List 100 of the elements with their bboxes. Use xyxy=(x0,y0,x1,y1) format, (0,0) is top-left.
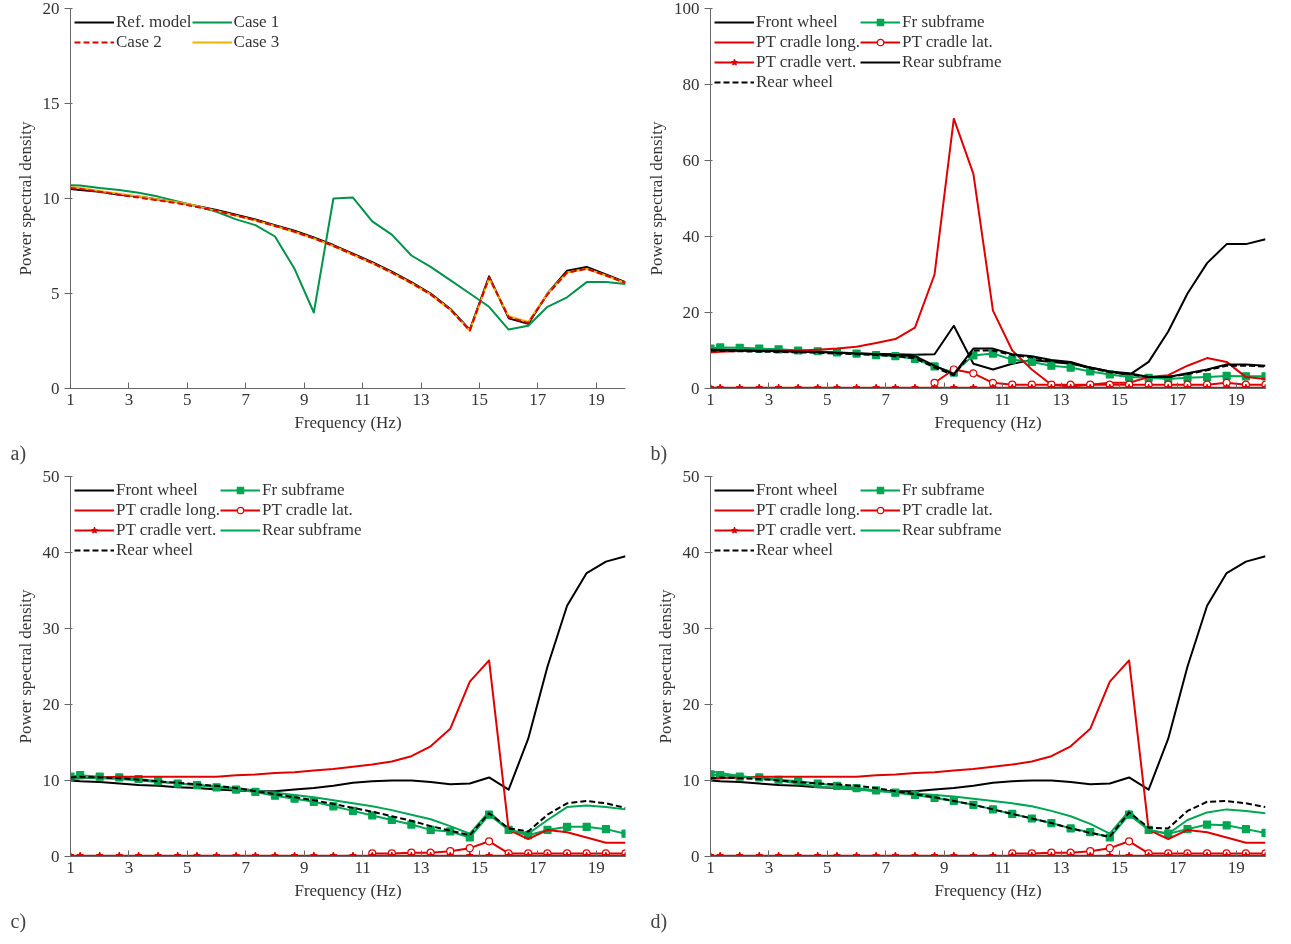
legend-label: PT cradle lat. xyxy=(902,32,993,52)
x-tick-label: 1 xyxy=(706,857,715,877)
legend-label: PT cradle vert. xyxy=(756,520,857,540)
x-tick-label: 13 xyxy=(1052,857,1070,877)
legend-label: PT cradle long. xyxy=(116,500,221,520)
text: c) xyxy=(10,909,27,933)
x-tick-label: 13 xyxy=(412,389,430,409)
x-tick-label: 9 xyxy=(299,389,309,409)
y-tick-label: 40 xyxy=(682,543,700,562)
x-axis-title: Frequency (Hz) xyxy=(934,412,1042,432)
x-tick-label: 7 xyxy=(881,857,891,877)
x-tick-label: 19 xyxy=(1227,389,1245,409)
x-tick-label: 15 xyxy=(1110,857,1128,877)
x-tick-label: 5 xyxy=(183,389,192,409)
x-tick-label: 17 xyxy=(529,857,547,877)
text: d) xyxy=(650,909,668,933)
y-tick-label: 10 xyxy=(42,189,60,208)
text: b) xyxy=(650,441,668,465)
legend-label: Rear wheel xyxy=(116,540,193,560)
y-tick-label: 5 xyxy=(51,284,60,303)
x-tick-label: 15 xyxy=(1110,389,1128,409)
x-tick-label: 11 xyxy=(354,857,371,877)
legend-label: Rear subframe xyxy=(902,52,1002,72)
y-axis-title: Power spectral density xyxy=(15,589,35,744)
x-tick-label: 19 xyxy=(587,857,605,877)
y-tick-label: 80 xyxy=(682,75,700,94)
x-tick-label: 7 xyxy=(881,389,891,409)
x-tick-label: 3 xyxy=(124,389,134,409)
x-tick-label: 17 xyxy=(1169,857,1187,877)
legend-label: PT cradle lat. xyxy=(262,500,353,520)
x-tick-label: 7 xyxy=(241,389,251,409)
x-tick-label: 3 xyxy=(124,857,134,877)
x-tick-label: 7 xyxy=(241,857,251,877)
legend-label: Ref. model xyxy=(116,12,192,32)
y-axis-title: Power spectral density xyxy=(15,121,35,276)
y-tick-label: 15 xyxy=(42,94,60,113)
x-tick-label: 3 xyxy=(764,389,774,409)
y-tick-label: 20 xyxy=(682,695,700,714)
x-axis-title: Frequency (Hz) xyxy=(294,880,402,900)
x-tick-label: 11 xyxy=(994,389,1011,409)
y-axis-title: Power spectral density xyxy=(647,121,666,276)
y-tick-label: 50 xyxy=(42,467,60,486)
legend-label: Fr subframe xyxy=(902,480,985,500)
x-tick-label: 1 xyxy=(66,389,75,409)
x-tick-label: 9 xyxy=(939,389,949,409)
y-tick-label: 50 xyxy=(682,467,700,486)
x-tick-label: 13 xyxy=(412,857,430,877)
text: a) xyxy=(10,441,27,465)
x-tick-label: 17 xyxy=(1169,389,1187,409)
x-tick-label: 1 xyxy=(66,857,75,877)
x-tick-label: 3 xyxy=(764,857,774,877)
legend-label: Case 3 xyxy=(233,32,280,52)
x-tick-label: 11 xyxy=(354,389,371,409)
x-tick-label: 5 xyxy=(823,857,832,877)
y-tick-label: 40 xyxy=(42,543,60,562)
y-tick-label: 0 xyxy=(51,379,60,398)
legend-label: Rear wheel xyxy=(756,540,833,560)
x-tick-label: 19 xyxy=(1227,857,1245,877)
y-tick-label: 20 xyxy=(682,303,700,322)
legend-label: Rear wheel xyxy=(756,72,833,92)
legend-label: Rear subframe xyxy=(262,520,362,540)
y-tick-label: 20 xyxy=(42,695,60,714)
x-tick-label: 5 xyxy=(823,389,832,409)
y-tick-label: 10 xyxy=(42,771,60,790)
legend-label: Case 1 xyxy=(233,12,280,32)
legend-label: Fr subframe xyxy=(902,12,985,32)
x-tick-label: 9 xyxy=(939,857,949,877)
legend-label: PT cradle vert. xyxy=(756,52,857,72)
y-tick-label: 0 xyxy=(51,847,60,866)
y-tick-label: 10 xyxy=(682,771,700,790)
y-tick-label: 100 xyxy=(674,0,700,18)
y-axis-title: Power spectral density xyxy=(655,589,675,744)
y-tick-label: 20 xyxy=(42,0,60,18)
legend-label: Front wheel xyxy=(116,480,198,500)
legend-label: Rear subframe xyxy=(902,520,1002,540)
x-axis-title: Frequency (Hz) xyxy=(294,412,402,432)
legend-label: Case 2 xyxy=(116,32,162,52)
y-tick-label: 0 xyxy=(691,847,700,866)
legend-label: Front wheel xyxy=(756,480,838,500)
x-tick-label: 9 xyxy=(299,857,309,877)
legend-label: PT cradle vert. xyxy=(116,520,217,540)
y-tick-label: 30 xyxy=(42,619,60,638)
x-tick-label: 15 xyxy=(470,389,488,409)
x-tick-label: 15 xyxy=(470,857,488,877)
legend-label: PT cradle long. xyxy=(756,500,861,520)
y-tick-label: 40 xyxy=(682,227,700,246)
y-tick-label: 30 xyxy=(682,619,700,638)
legend-label: PT cradle lat. xyxy=(902,500,993,520)
x-tick-label: 1 xyxy=(706,389,715,409)
y-tick-label: 0 xyxy=(691,379,700,398)
x-axis-title: Frequency (Hz) xyxy=(934,880,1042,900)
x-tick-label: 19 xyxy=(587,389,605,409)
x-tick-label: 11 xyxy=(994,857,1011,877)
y-tick-label: 60 xyxy=(682,151,700,170)
x-tick-label: 17 xyxy=(529,389,547,409)
x-tick-label: 13 xyxy=(1052,389,1070,409)
x-tick-label: 5 xyxy=(183,857,192,877)
legend-label: Fr subframe xyxy=(262,480,345,500)
legend-label: Front wheel xyxy=(756,12,838,32)
legend-label: PT cradle long. xyxy=(756,32,861,52)
